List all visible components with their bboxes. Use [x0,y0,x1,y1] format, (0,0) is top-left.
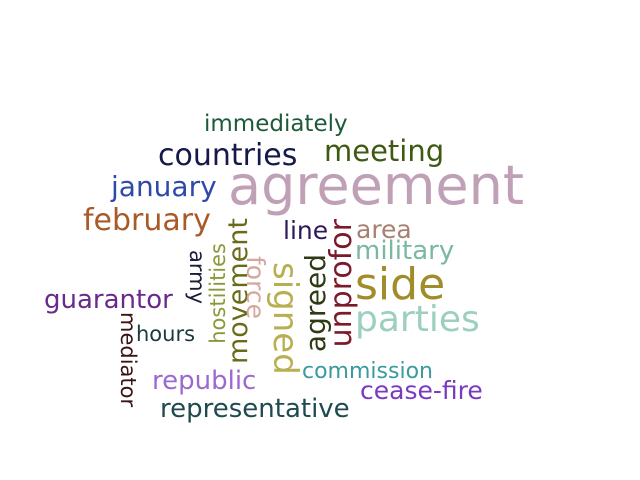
word-line: line [283,216,329,245]
word-force: force [241,256,270,319]
word-military: military [355,236,455,266]
word-signed: signed [265,262,305,375]
word-mediator: mediator [116,312,140,408]
word-hours: hours [136,322,196,346]
word-countries: countries [158,138,298,173]
word-parties: parties [355,299,480,340]
word-guarantor: guarantor [44,285,173,315]
word-meeting: meeting [324,134,445,168]
word-side: side [355,259,446,310]
word-unprofor: unprofor [324,219,359,348]
word-cease-fire: cease-fire [360,376,483,405]
word-agreement: agreement [228,154,525,217]
word-immediately: immediately [204,111,348,137]
word-january: january [111,170,217,203]
word-republic: republic [152,366,257,396]
word-commission: commission [302,359,433,384]
word-february: february [83,203,211,238]
word-army: army [185,250,209,305]
word-representative: representative [160,394,350,424]
word-area: area [356,215,412,244]
